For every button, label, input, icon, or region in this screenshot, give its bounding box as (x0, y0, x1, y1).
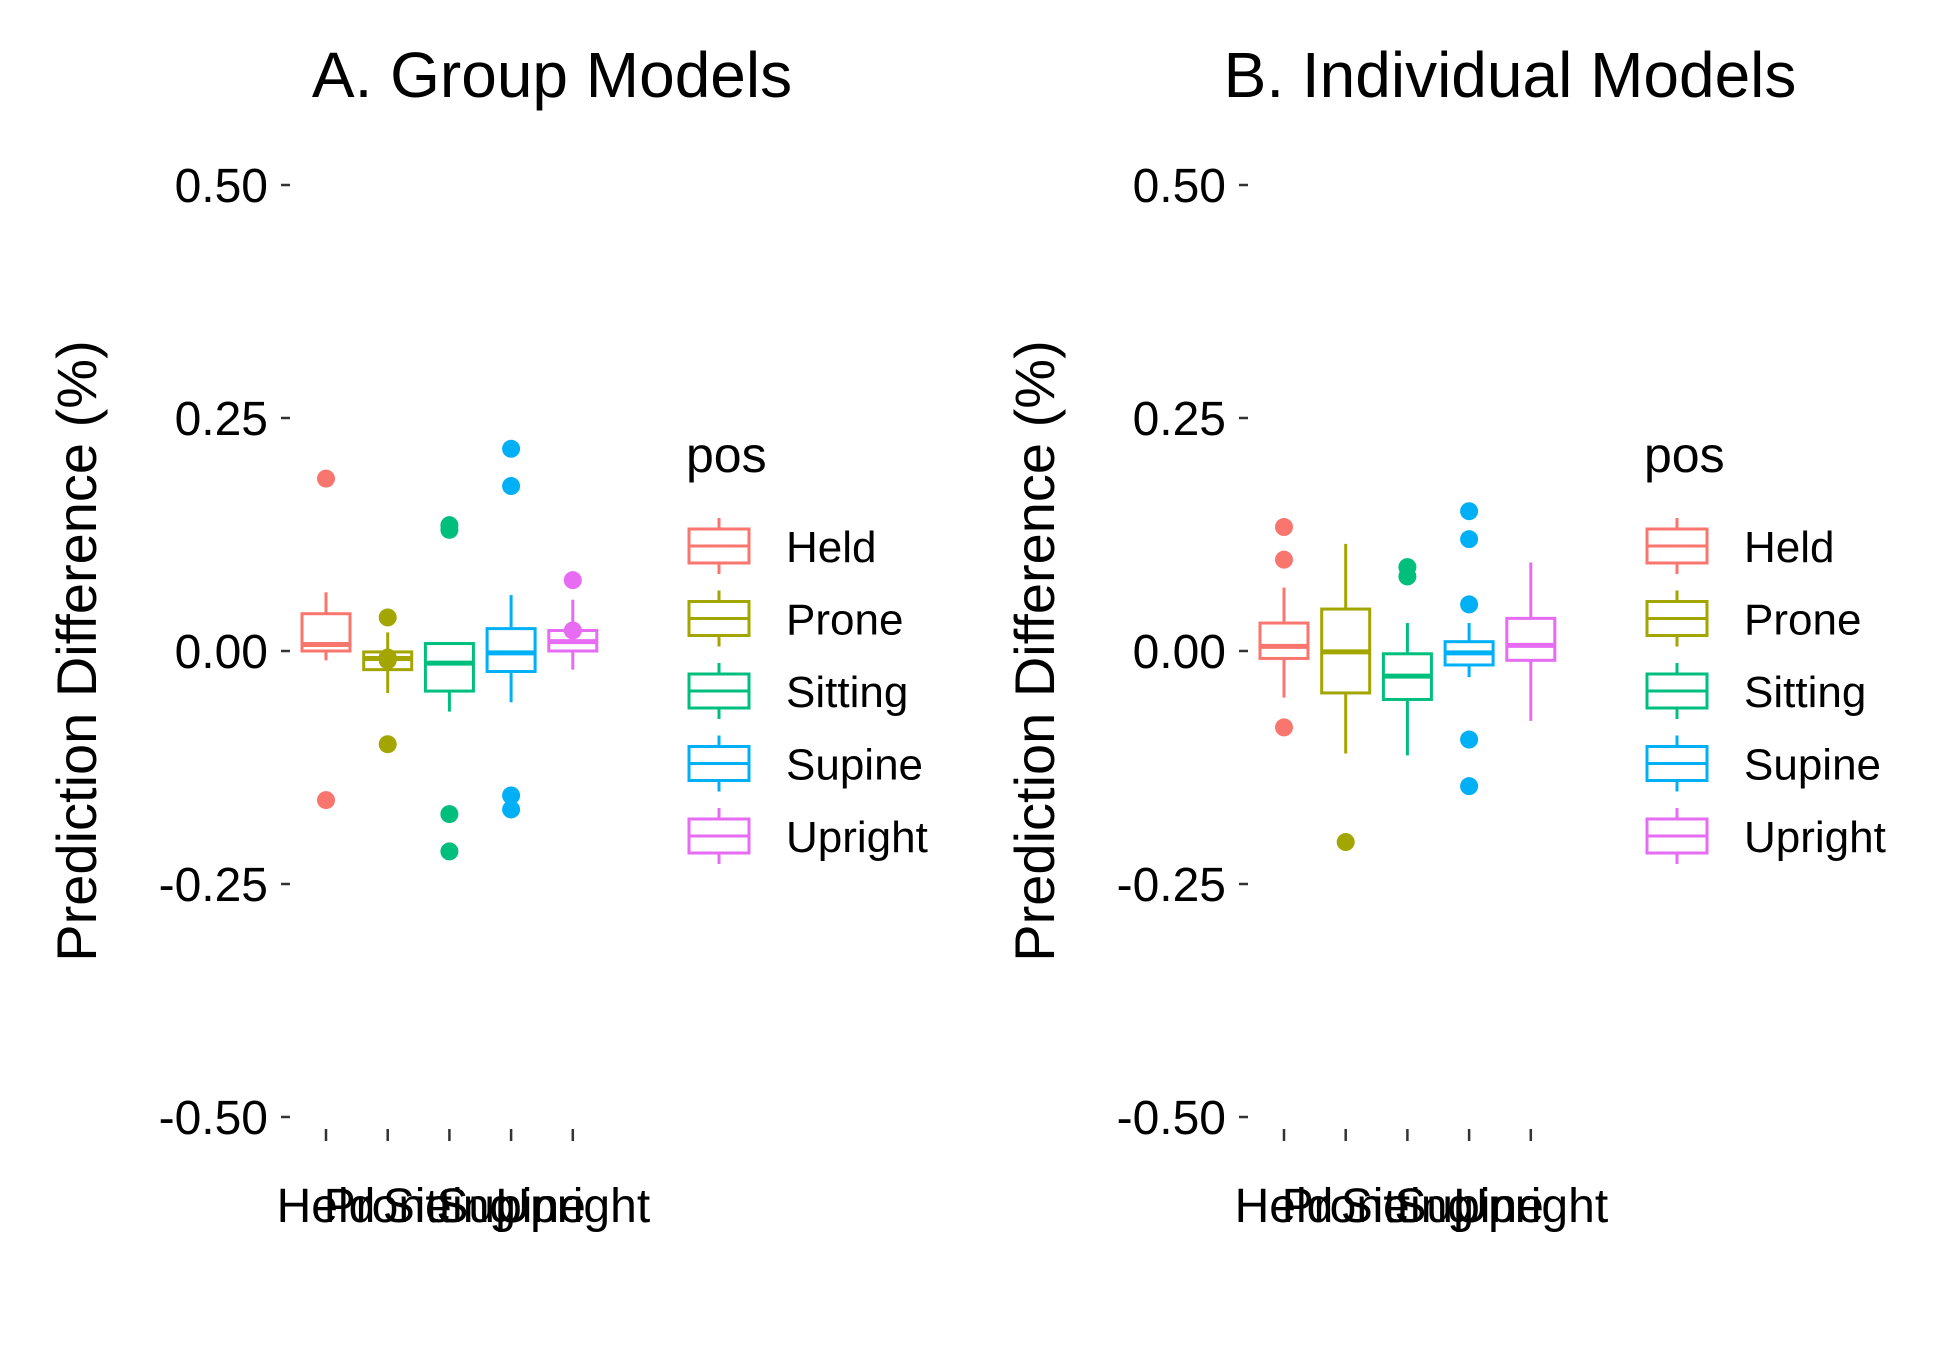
x-tick-label: Held (277, 1180, 376, 1233)
y-tick-label: 0.50 (175, 160, 268, 213)
outlier-point (317, 791, 335, 810)
box-upright (547, 571, 599, 670)
box-supine (485, 439, 537, 819)
legend-item-upright: Upright (1645, 808, 1886, 864)
legend-item-prone: Prone (1645, 590, 1861, 647)
y-axis-label: Prediction Difference (%) (1003, 340, 1066, 961)
box-iqr (1258, 621, 1310, 660)
box-iqr (1505, 616, 1557, 662)
outlier-point (1460, 502, 1479, 521)
box-prone (362, 608, 414, 754)
outlier-point (563, 571, 582, 590)
legend-item-upright: Upright (687, 808, 928, 864)
outlier-point (502, 477, 521, 496)
box-iqr (485, 627, 537, 674)
legend-item-prone: Prone (687, 590, 903, 647)
box-sitting (423, 516, 475, 861)
y-tick-label: 0.00 (175, 626, 268, 679)
y-tick-label: -0.25 (1117, 859, 1226, 912)
box-prone (1320, 543, 1372, 852)
legend-label: Supine (1744, 741, 1881, 790)
x-tick-label: Sitting (383, 1180, 516, 1233)
outlier-point (1460, 777, 1479, 796)
legend-label: Held (1744, 523, 1835, 572)
outlier-point (1275, 550, 1293, 569)
legend-item-held: Held (1645, 518, 1835, 574)
outlier-point (317, 469, 335, 488)
outlier-point (1460, 595, 1479, 614)
legend-label: Supine (786, 741, 923, 790)
y-tick-label: -0.50 (159, 1092, 268, 1145)
box-upright (1505, 562, 1557, 721)
y-tick-label: 0.00 (1133, 626, 1226, 679)
legend-label: Prone (786, 596, 903, 645)
legend-item-held: Held (687, 518, 877, 574)
legend-label: Upright (1744, 813, 1886, 862)
chart-title: A. Group Models (312, 39, 792, 111)
outlier-point (1398, 567, 1417, 586)
legend-label: Sitting (786, 668, 908, 717)
box-iqr (423, 642, 475, 693)
outlier-point (378, 608, 397, 627)
chart-title: B. Individual Models (1224, 39, 1797, 111)
outlier-point (1275, 518, 1293, 537)
panel-individual-models: B. Individual Models Prediction Differenc… (1003, 39, 1886, 1233)
x-tick-label: Prone (1282, 1180, 1410, 1233)
legend-title: pos (686, 427, 767, 483)
box-sitting (1381, 558, 1433, 756)
outlier-point (563, 621, 582, 640)
legend-title: pos (1644, 427, 1725, 483)
box-held (300, 469, 352, 810)
x-tick-label: Supine (436, 1180, 585, 1233)
outlier-point (1460, 530, 1479, 549)
x-tick-label: Held (1235, 1180, 1334, 1233)
legend-item-sitting: Sitting (1645, 663, 1866, 719)
panel-group-models: A. Group Models Prediction Difference (%)… (45, 39, 928, 1233)
outlier-point (440, 842, 459, 861)
outlier-point (1460, 730, 1479, 749)
y-tick-label: 0.25 (1133, 393, 1226, 446)
x-tick-label: Sitting (1341, 1180, 1474, 1233)
legend-label: Sitting (1744, 668, 1866, 717)
outlier-point (502, 800, 521, 819)
legend-label: Prone (1744, 596, 1861, 645)
x-tick-label: Upright (495, 1180, 650, 1233)
x-tick-label: Supine (1394, 1180, 1543, 1233)
outlier-point (440, 520, 459, 539)
legend-label: Upright (786, 813, 928, 862)
outlier-point (1336, 833, 1355, 852)
y-tick-label: 0.25 (175, 393, 268, 446)
outlier-point (502, 439, 521, 458)
legend-item-sitting: Sitting (687, 663, 908, 719)
outlier-point (440, 805, 459, 824)
x-tick-label: Prone (324, 1180, 452, 1233)
outlier-point (1275, 718, 1293, 737)
box-supine (1443, 502, 1495, 796)
y-tick-label: -0.25 (159, 859, 268, 912)
outlier-point (378, 648, 397, 667)
y-tick-label: 0.50 (1133, 160, 1226, 213)
legend-item-supine: Supine (687, 735, 923, 792)
legend-item-supine: Supine (1645, 735, 1881, 792)
legend-label: Held (786, 523, 877, 572)
y-axis-label: Prediction Difference (%) (45, 340, 108, 961)
y-tick-label: -0.50 (1117, 1092, 1226, 1145)
outlier-point (378, 735, 397, 754)
x-tick-label: Upright (1453, 1180, 1608, 1233)
box-held (1258, 518, 1310, 737)
outlier-point (502, 786, 521, 805)
